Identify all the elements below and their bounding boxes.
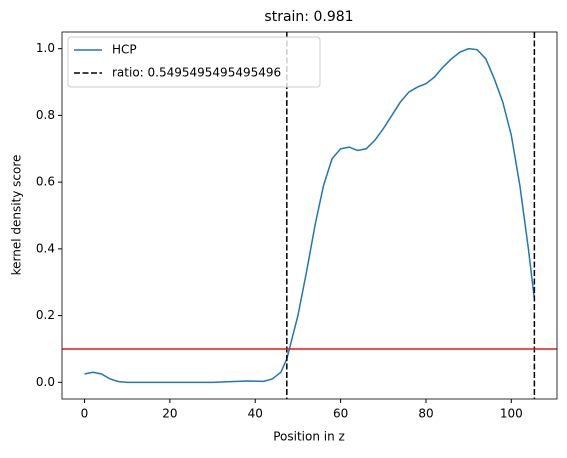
y-axis-label: kernel density score xyxy=(10,155,24,276)
legend-box xyxy=(67,36,321,88)
chart-title: strain: 0.981 xyxy=(264,9,353,25)
y-tick-label: 1.0 xyxy=(36,41,55,55)
x-tick-label: 60 xyxy=(333,407,348,421)
x-tick-label: 80 xyxy=(418,407,433,421)
y-tick-label: 0.2 xyxy=(36,308,55,322)
y-tick-label: 0.8 xyxy=(36,108,55,122)
x-tick-label: 40 xyxy=(248,407,263,421)
line xyxy=(84,47,536,384)
legend-label: ratio: 0.5495495495495496 xyxy=(112,66,281,80)
x-tick-label: 20 xyxy=(162,407,177,421)
y-tick-label: 0.0 xyxy=(36,375,55,389)
legend-label: HCP xyxy=(112,43,137,57)
y-tick-label: 0.4 xyxy=(36,241,55,255)
x-axis-label: Position in z xyxy=(273,430,345,444)
y-tick-label: 0.6 xyxy=(36,175,55,189)
x-tick-label: 0 xyxy=(81,407,89,421)
plot-frame xyxy=(61,31,558,400)
x-tick-label: 100 xyxy=(500,407,523,421)
